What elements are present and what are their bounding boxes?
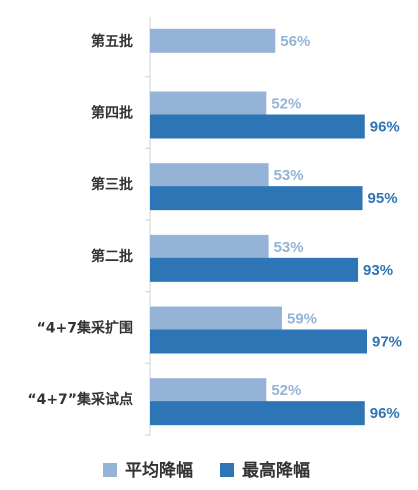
category-label: 第三批 [91,176,133,193]
data-label-average: 53% [274,167,304,184]
bar-max [150,401,365,426]
data-label-max: 96% [370,119,400,136]
data-label-average: 52% [271,96,301,113]
bar-max [150,114,365,139]
labels-layer: 第五批 56% 第四批 52% 96% 第三批 53% 95% 第二批 53% 93% “4+7集采扩… [27,33,402,422]
category-label: 第四批 [91,105,133,122]
bar-max [150,257,359,282]
bars-layer [150,28,367,426]
data-label-max: 97% [372,334,402,351]
bar-average [150,234,269,259]
bar-average [150,91,267,116]
category-label: 第二批 [91,248,133,265]
bar-average [150,28,276,53]
data-label-average: 59% [287,311,317,328]
data-label-average: 52% [271,382,301,399]
data-label-average: 53% [274,239,304,256]
data-label-max: 96% [370,405,400,422]
data-label-max: 93% [363,262,393,279]
category-label: “4+7集采扩围 [37,320,133,337]
legend-swatch [103,463,117,477]
category-label: “4+7”集采试点 [27,391,133,408]
bar-average [150,163,269,188]
legend-label: 平均降幅 [125,460,193,481]
axis-layer [145,17,151,436]
bar-max [150,329,367,354]
data-label-max: 95% [368,190,398,207]
category-label: 第五批 [91,33,133,50]
bar-average [150,378,267,403]
legend: 平均降幅 最高降幅 [103,460,310,481]
legend-label: 最高降幅 [242,460,310,481]
legend-swatch [220,463,234,477]
bar-max [150,186,363,211]
data-label-average: 56% [280,33,310,50]
bar-average [150,306,282,331]
